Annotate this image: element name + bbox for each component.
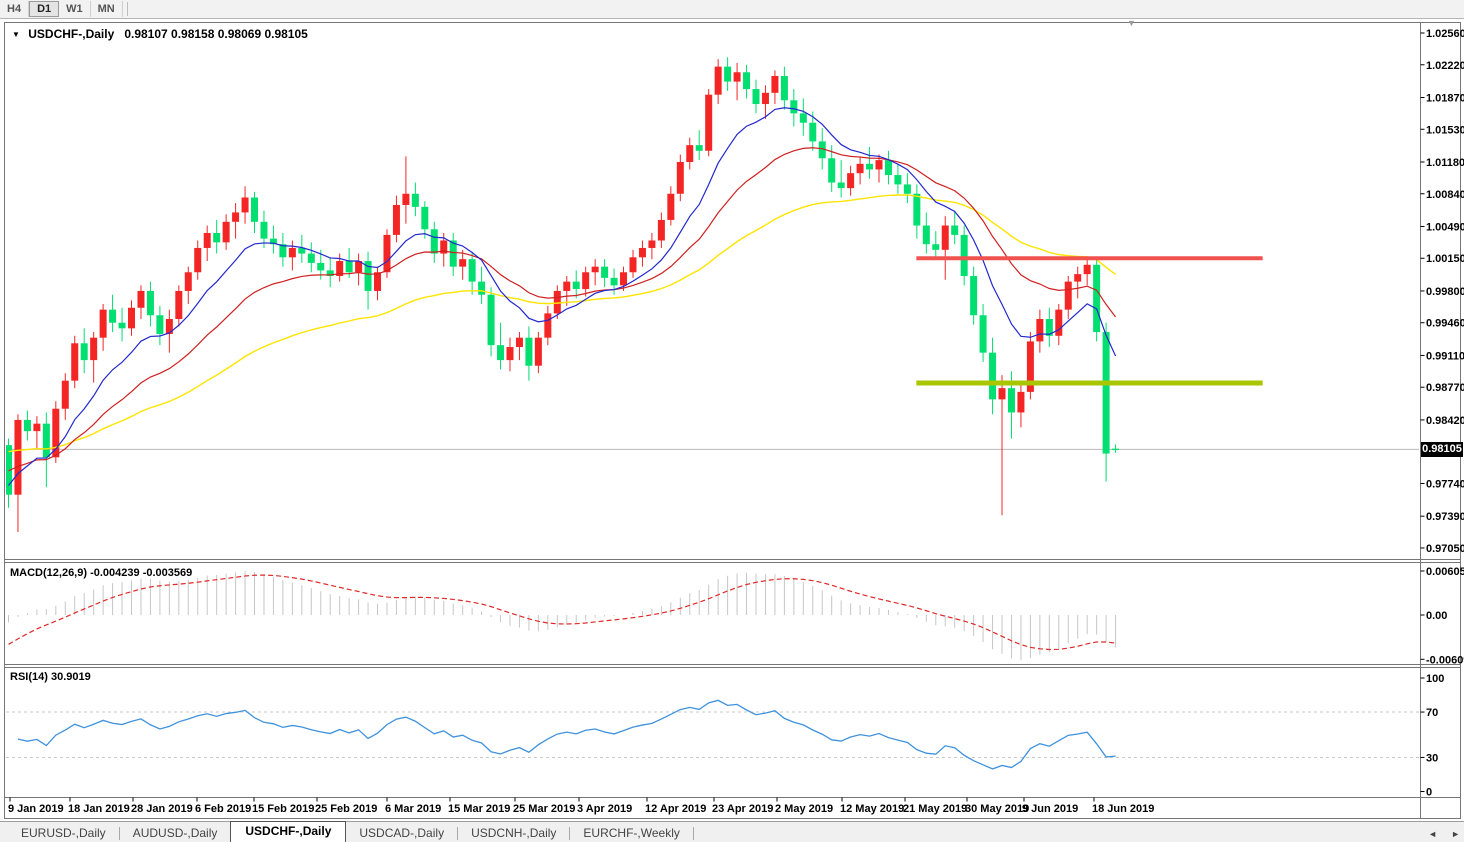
svg-text:0.00: 0.00 bbox=[1426, 610, 1447, 622]
svg-text:1.00490: 1.00490 bbox=[1426, 221, 1464, 233]
svg-text:12 Apr 2019: 12 Apr 2019 bbox=[645, 803, 706, 815]
svg-text:0.99110: 0.99110 bbox=[1426, 350, 1464, 362]
tab-usdcad-daily[interactable]: USDCAD-,Daily bbox=[359, 826, 445, 840]
svg-text:0: 0 bbox=[1426, 787, 1432, 799]
svg-text:1.01870: 1.01870 bbox=[1426, 92, 1464, 104]
chart-title: ▼ USDCHF-,Daily 0.98107 0.98158 0.98069 … bbox=[12, 27, 308, 41]
svg-text:9 Jun 2019: 9 Jun 2019 bbox=[1022, 803, 1078, 815]
collapse-arrow-icon[interactable]: ▼ bbox=[12, 30, 20, 39]
timeframe-d1-button[interactable]: D1 bbox=[29, 1, 60, 17]
svg-text:1.01530: 1.01530 bbox=[1426, 124, 1464, 136]
svg-text:1.00150: 1.00150 bbox=[1426, 253, 1464, 265]
svg-text:18 Jan 2019: 18 Jan 2019 bbox=[68, 803, 130, 815]
svg-text:9 Jan 2019: 9 Jan 2019 bbox=[8, 803, 64, 815]
tab-usdchf-daily[interactable]: USDCHF-,Daily bbox=[230, 821, 347, 842]
toolbar-separator bbox=[126, 2, 128, 16]
svg-text:28 Jan 2019: 28 Jan 2019 bbox=[131, 803, 193, 815]
tab-usdcnh-daily[interactable]: USDCNH-,Daily bbox=[471, 826, 557, 840]
svg-text:3 Apr 2019: 3 Apr 2019 bbox=[577, 803, 632, 815]
tab-scroll-right-icon[interactable]: ► bbox=[1451, 829, 1460, 839]
svg-text:0.97050: 0.97050 bbox=[1426, 543, 1464, 555]
svg-text:25 Feb 2019: 25 Feb 2019 bbox=[315, 803, 377, 815]
svg-text:-0.006096: -0.006096 bbox=[1426, 654, 1464, 666]
tab-audusd-daily[interactable]: AUDUSD-,Daily bbox=[132, 826, 218, 840]
svg-text:0.97390: 0.97390 bbox=[1426, 511, 1464, 523]
timeframe-w1-button[interactable]: W1 bbox=[59, 1, 91, 17]
svg-text:0.006058: 0.006058 bbox=[1426, 566, 1464, 578]
svg-text:70: 70 bbox=[1426, 707, 1438, 719]
macd-main-value: -0.004239 bbox=[90, 567, 140, 579]
svg-text:15 Mar 2019: 15 Mar 2019 bbox=[448, 803, 510, 815]
macd-signal-value: -0.003569 bbox=[142, 567, 193, 579]
svg-text:1.00840: 1.00840 bbox=[1426, 189, 1464, 201]
svg-text:0.97740: 0.97740 bbox=[1426, 478, 1464, 490]
chart-shift-marker-icon[interactable]: ▼ bbox=[1127, 18, 1136, 28]
svg-text:1.02220: 1.02220 bbox=[1426, 60, 1464, 72]
svg-text:15 Feb 2019: 15 Feb 2019 bbox=[252, 803, 314, 815]
svg-text:30 May 2019: 30 May 2019 bbox=[965, 803, 1029, 815]
macd-indicator-label: MACD(12,26,9) -0.004239 -0.003569 bbox=[10, 567, 193, 579]
rsi-value: 30.9019 bbox=[50, 671, 91, 683]
svg-text:23 Apr 2019: 23 Apr 2019 bbox=[712, 803, 773, 815]
svg-text:6 Mar 2019: 6 Mar 2019 bbox=[385, 803, 441, 815]
current-price-tag: 0.98105 bbox=[1421, 442, 1463, 457]
svg-text:0.98770: 0.98770 bbox=[1426, 382, 1464, 394]
svg-text:0.98420: 0.98420 bbox=[1426, 415, 1464, 427]
svg-text:6 Feb 2019: 6 Feb 2019 bbox=[195, 803, 251, 815]
svg-text:25 Mar 2019: 25 Mar 2019 bbox=[513, 803, 575, 815]
chart-ohlc-values: 0.98107 0.98158 0.98069 0.98105 bbox=[124, 27, 308, 41]
tab-scroll-left-icon[interactable]: ◄ bbox=[1428, 829, 1438, 839]
svg-text:1.01180: 1.01180 bbox=[1426, 157, 1464, 169]
svg-text:0.99460: 0.99460 bbox=[1426, 318, 1464, 330]
svg-text:2 May 2019: 2 May 2019 bbox=[775, 803, 833, 815]
svg-text:30: 30 bbox=[1426, 752, 1438, 764]
tab-eurusd-daily[interactable]: EURUSD-,Daily bbox=[21, 826, 106, 840]
rsi-indicator-label: RSI(14) 30.9019 bbox=[10, 671, 91, 683]
timeframe-h4-button[interactable]: H4 bbox=[0, 1, 30, 17]
svg-text:0.99800: 0.99800 bbox=[1426, 286, 1464, 298]
svg-text:1.02560: 1.02560 bbox=[1426, 28, 1464, 40]
timeframe-mn-button[interactable]: MN bbox=[91, 1, 123, 17]
tab-eurchf-weekly[interactable]: EURCHF-,Weekly bbox=[583, 826, 680, 840]
svg-text:100: 100 bbox=[1426, 673, 1444, 685]
svg-text:18 Jun 2019: 18 Jun 2019 bbox=[1092, 803, 1154, 815]
chart-symbol-label: USDCHF-,Daily bbox=[28, 27, 115, 41]
svg-text:21 May 2019: 21 May 2019 bbox=[903, 803, 967, 815]
chart-tab-bar: EURUSD-,Daily AUDUSD-,Daily USDCHF-,Dail… bbox=[0, 821, 1464, 842]
timeframe-toolbar: H4 D1 W1 MN bbox=[0, 0, 1464, 19]
svg-text:12 May 2019: 12 May 2019 bbox=[840, 803, 904, 815]
